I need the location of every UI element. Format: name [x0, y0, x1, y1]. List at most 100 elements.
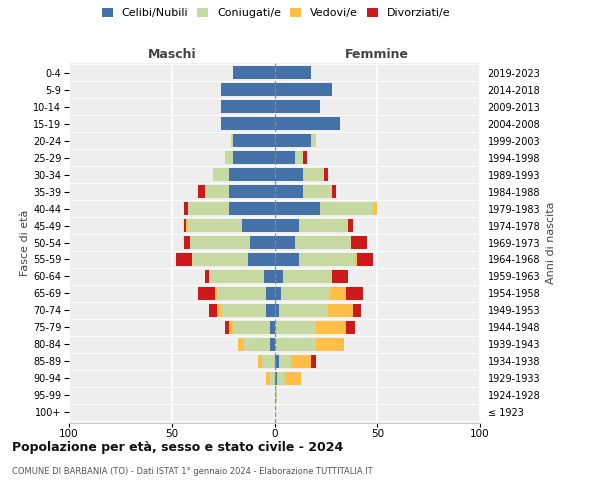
Bar — [233, 66, 275, 80]
Bar — [346, 287, 363, 300]
Legend: Celibi/Nubili, Coniugati/e, Vedovi/e, Divorziati/e: Celibi/Nubili, Coniugati/e, Vedovi/e, Di… — [100, 6, 452, 20]
Bar — [332, 270, 349, 283]
Bar — [271, 338, 275, 351]
Bar — [275, 304, 278, 317]
Bar — [295, 236, 350, 249]
Bar — [350, 236, 367, 249]
Bar — [275, 117, 340, 130]
Bar — [229, 321, 233, 334]
Bar — [271, 372, 275, 385]
Bar — [229, 185, 275, 198]
Bar — [275, 372, 277, 385]
Bar — [320, 202, 373, 215]
Bar — [356, 253, 373, 266]
Y-axis label: Anni di nascita: Anni di nascita — [546, 201, 556, 284]
Bar — [225, 321, 229, 334]
Bar — [233, 134, 275, 147]
Bar — [184, 236, 190, 249]
Bar — [303, 151, 307, 164]
Bar — [186, 219, 188, 232]
Bar — [275, 236, 295, 249]
Bar — [311, 354, 316, 368]
Bar — [283, 270, 332, 283]
Bar — [221, 304, 266, 317]
Bar — [303, 185, 332, 198]
Bar — [275, 321, 316, 334]
Bar — [275, 66, 311, 80]
Bar — [275, 354, 278, 368]
Bar — [275, 270, 283, 283]
Y-axis label: Fasce di età: Fasce di età — [20, 210, 30, 276]
Bar — [221, 83, 275, 96]
Bar — [266, 287, 275, 300]
Bar — [299, 219, 349, 232]
Bar — [199, 185, 205, 198]
Bar — [373, 202, 377, 215]
Bar — [192, 253, 248, 266]
Bar — [262, 354, 275, 368]
Bar — [316, 321, 346, 334]
Bar — [205, 185, 229, 198]
Bar — [355, 253, 356, 266]
Bar — [275, 219, 299, 232]
Bar — [264, 270, 275, 283]
Bar — [281, 287, 330, 300]
Bar — [190, 236, 250, 249]
Bar — [275, 287, 281, 300]
Bar — [250, 236, 275, 249]
Bar — [233, 151, 275, 164]
Bar — [238, 338, 244, 351]
Bar — [233, 321, 271, 334]
Bar — [225, 151, 233, 164]
Text: Popolazione per età, sesso e stato civile - 2024: Popolazione per età, sesso e stato civil… — [12, 441, 343, 454]
Bar — [205, 270, 209, 283]
Bar — [303, 168, 324, 181]
Bar — [209, 270, 264, 283]
Bar — [213, 168, 229, 181]
Bar — [285, 372, 301, 385]
Bar — [271, 321, 275, 334]
Bar — [258, 354, 262, 368]
Bar — [332, 185, 336, 198]
Bar — [275, 338, 316, 351]
Bar — [188, 202, 229, 215]
Bar — [275, 83, 332, 96]
Bar — [229, 168, 275, 181]
Bar — [266, 304, 275, 317]
Bar — [217, 304, 221, 317]
Bar — [215, 287, 217, 300]
Bar — [299, 253, 355, 266]
Bar — [275, 134, 311, 147]
Bar — [328, 304, 353, 317]
Bar — [278, 354, 291, 368]
Bar — [277, 372, 285, 385]
Bar — [275, 100, 320, 114]
Bar — [217, 287, 266, 300]
Bar — [221, 100, 275, 114]
Bar — [221, 117, 275, 130]
Bar — [275, 388, 277, 402]
Bar — [311, 134, 316, 147]
Bar — [349, 219, 353, 232]
Text: Maschi: Maschi — [148, 48, 196, 61]
Bar — [330, 287, 346, 300]
Bar — [199, 287, 215, 300]
Bar — [242, 219, 275, 232]
Bar — [184, 202, 188, 215]
Bar — [266, 372, 271, 385]
Bar — [346, 321, 355, 334]
Bar — [176, 253, 193, 266]
Bar — [275, 253, 299, 266]
Bar — [275, 185, 303, 198]
Text: COMUNE DI BARBANIA (TO) - Dati ISTAT 1° gennaio 2024 - Elaborazione TUTTITALIA.I: COMUNE DI BARBANIA (TO) - Dati ISTAT 1° … — [12, 468, 373, 476]
Bar — [244, 338, 271, 351]
Bar — [275, 168, 303, 181]
Bar — [209, 304, 217, 317]
Bar — [232, 134, 233, 147]
Bar — [275, 151, 295, 164]
Bar — [275, 202, 320, 215]
Text: Femmine: Femmine — [345, 48, 409, 61]
Bar — [324, 168, 328, 181]
Bar — [188, 219, 242, 232]
Bar — [316, 338, 344, 351]
